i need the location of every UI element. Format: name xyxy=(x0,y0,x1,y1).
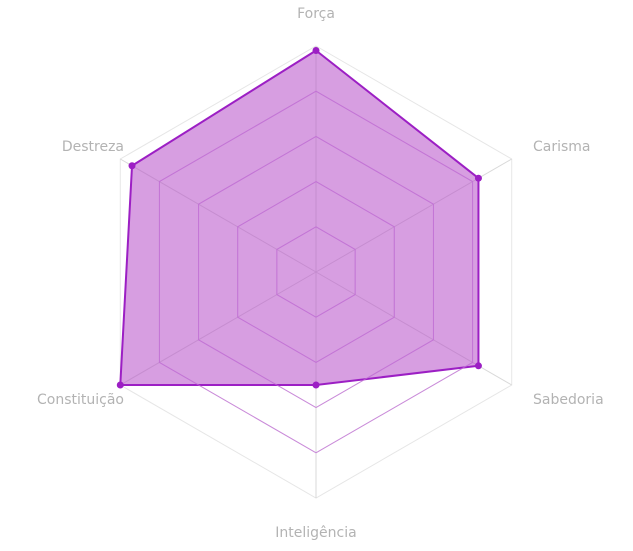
data-point-carisma[interactable] xyxy=(474,174,482,182)
grid-ring-overlay-60 xyxy=(198,135,434,409)
axis-label-inteligencia: Inteligência xyxy=(275,525,356,541)
grid-ring-overlay-40 xyxy=(237,181,395,363)
data-point-forca[interactable] xyxy=(312,47,320,55)
grid-ring-overlay-80 xyxy=(158,90,474,454)
axis-label-sabedoria: Sabedoria xyxy=(533,392,604,408)
axis-label-forca: Força xyxy=(297,6,335,22)
data-point-constituicao[interactable] xyxy=(116,381,124,389)
axis-label-carisma: Carisma xyxy=(533,139,591,155)
axis-label-destreza: Destreza xyxy=(62,139,124,155)
inner-grid-layer xyxy=(158,90,474,454)
axis-label-constituicao: Constituição xyxy=(37,392,124,408)
label-layer: Força Carisma Sabedoria Inteligência Constit… xyxy=(37,6,604,541)
point-layer xyxy=(116,47,482,389)
data-point-destreza[interactable] xyxy=(128,162,136,170)
data-point-sabedoria[interactable] xyxy=(474,362,482,370)
grid-ring-overlay-20 xyxy=(276,226,356,318)
data-point-inteligencia[interactable] xyxy=(312,381,320,389)
